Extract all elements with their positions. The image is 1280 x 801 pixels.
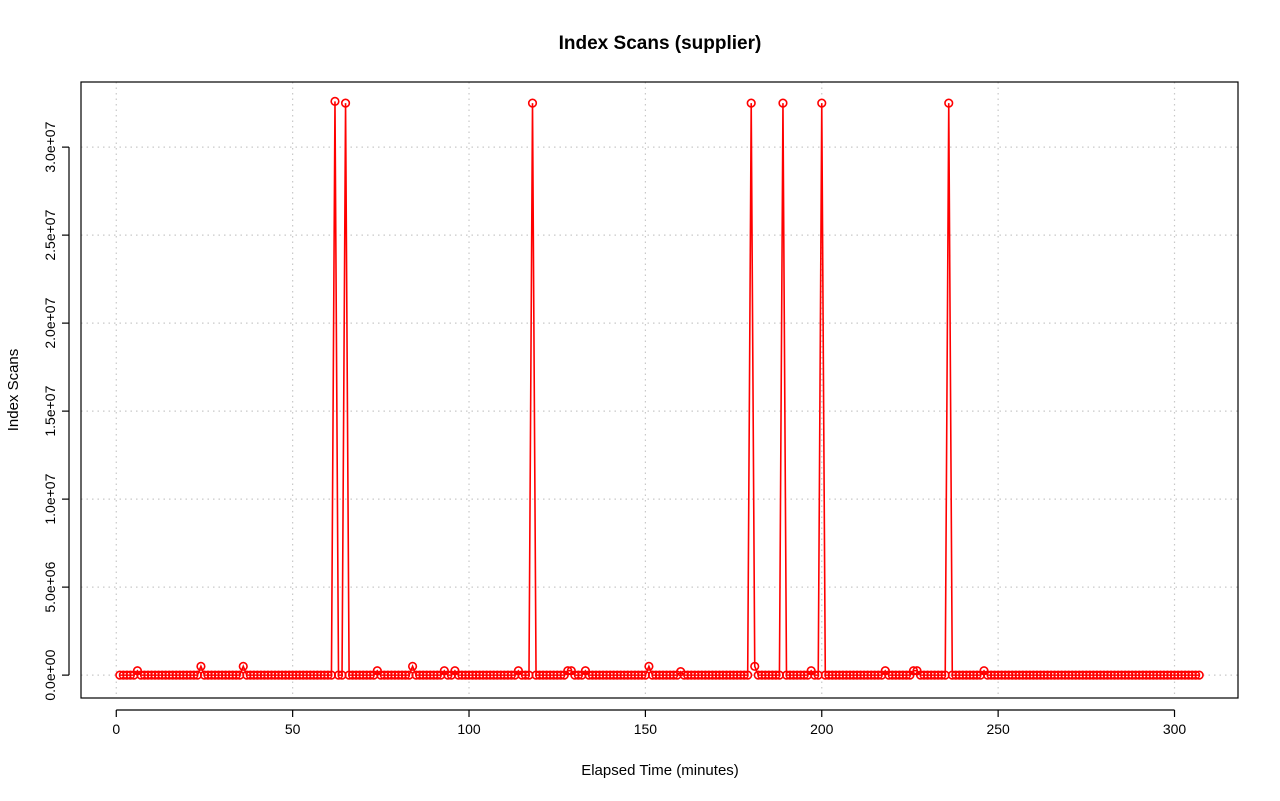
- data-point: [873, 670, 883, 680]
- data-point: [1194, 670, 1204, 680]
- data-point: [669, 670, 679, 680]
- data-point: [810, 670, 820, 680]
- data-point: [323, 670, 333, 680]
- data-point: [750, 661, 760, 671]
- x-tick-label-2: 100: [457, 721, 481, 737]
- data-point: [556, 670, 566, 680]
- data-point: [432, 670, 442, 680]
- x-tick-label-4: 200: [810, 721, 834, 737]
- x-axis-label: Elapsed Time (minutes): [581, 762, 739, 779]
- y-axis-label: Index Scans: [5, 349, 22, 432]
- data-point: [231, 670, 241, 680]
- data-point: [340, 98, 351, 108]
- data-point: [908, 666, 919, 676]
- data-point: [189, 670, 199, 680]
- x-tick-label-5: 250: [986, 721, 1010, 737]
- y-tick-label-0: 0.0e+00: [42, 649, 58, 700]
- data-point: [330, 96, 340, 106]
- data-point: [573, 670, 583, 680]
- y-tick-label-4: 2.0e+07: [42, 297, 58, 348]
- x-tick-label-6: 300: [1163, 721, 1187, 737]
- data-point: [637, 670, 647, 680]
- data-point: [527, 98, 538, 108]
- data-point: [407, 661, 418, 671]
- data-point: [972, 670, 982, 680]
- data-point: [644, 661, 654, 671]
- axes: 0 50 100 150 200 250 300 0.0e+00 5.0e+06 1.0e+07 1…: [42, 81, 1239, 737]
- data-point: [365, 670, 375, 680]
- data-point: [563, 666, 573, 676]
- x-tick-label-3: 150: [634, 721, 658, 737]
- y-tick-label-1: 5.0e+06: [42, 561, 58, 612]
- data-point: [196, 661, 206, 671]
- x-tick-label-0: 0: [112, 721, 120, 737]
- grid: [81, 82, 1238, 698]
- data-point: [937, 670, 947, 680]
- data-point: [817, 98, 827, 108]
- series: [115, 96, 1204, 680]
- data-point: [778, 98, 788, 108]
- data-point: [125, 670, 135, 680]
- data-point: [238, 661, 248, 671]
- plot-frame: [80, 81, 1239, 699]
- series-line-0: [119, 101, 1200, 676]
- data-point: [771, 670, 781, 680]
- data-point: [743, 670, 753, 680]
- data-point: [799, 670, 809, 680]
- data-point: [901, 670, 912, 680]
- y-tick-label-5: 2.5e+07: [42, 209, 58, 260]
- data-point: [506, 670, 516, 680]
- chart-title: Index Scans (supplier): [559, 33, 762, 54]
- y-tick-label-3: 1.5e+07: [42, 385, 58, 436]
- data-point: [520, 670, 531, 680]
- data-point: [400, 670, 411, 680]
- y-tick-label-2: 1.0e+07: [42, 473, 58, 524]
- x-tick-label-1: 50: [285, 721, 301, 737]
- data-point: [944, 98, 954, 108]
- data-point: [739, 670, 749, 680]
- data-point: [1191, 670, 1201, 680]
- data-point: [443, 670, 453, 680]
- data-point: [333, 670, 344, 680]
- y-tick-label-6: 3.0e+07: [42, 121, 58, 172]
- data-point: [746, 98, 756, 108]
